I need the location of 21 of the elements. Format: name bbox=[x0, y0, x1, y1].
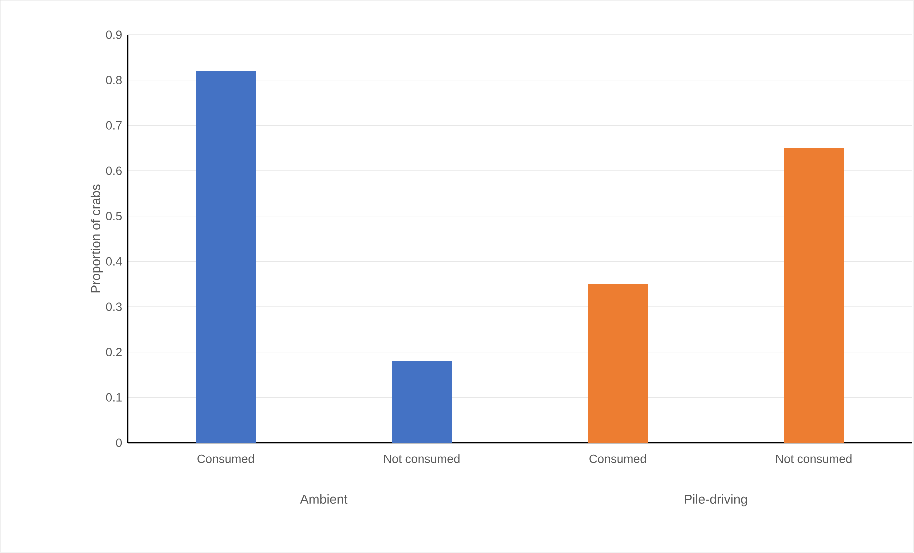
y-tick-label: 0.8 bbox=[106, 76, 122, 85]
y-tick-label: 0.1 bbox=[106, 393, 122, 402]
x-tick-label: Consumed bbox=[198, 454, 254, 464]
x-tick-label: Not consumed bbox=[384, 454, 460, 464]
x-tick-label: Consumed bbox=[590, 454, 646, 464]
bar bbox=[784, 148, 844, 443]
y-tick-label: 0.5 bbox=[106, 212, 122, 221]
x-tick-label: Not consumed bbox=[776, 454, 852, 464]
y-tick-label: 0.2 bbox=[106, 348, 122, 357]
text: Pile-driving bbox=[685, 494, 748, 507]
text: Ambient bbox=[300, 494, 348, 504]
y-tick-label: 0.9 bbox=[106, 30, 122, 40]
y-tick-label: 0.4 bbox=[106, 257, 122, 266]
y-tick-label: 0.3 bbox=[106, 302, 122, 312]
y-tick-label: 0.6 bbox=[106, 166, 122, 176]
y-tick-label: 0.7 bbox=[106, 121, 122, 130]
bar bbox=[392, 361, 452, 443]
y-axis-title: Proportion of crabs bbox=[90, 184, 104, 293]
y-tick-label: 0 bbox=[116, 438, 122, 448]
bar bbox=[588, 284, 648, 443]
bar bbox=[196, 71, 256, 443]
